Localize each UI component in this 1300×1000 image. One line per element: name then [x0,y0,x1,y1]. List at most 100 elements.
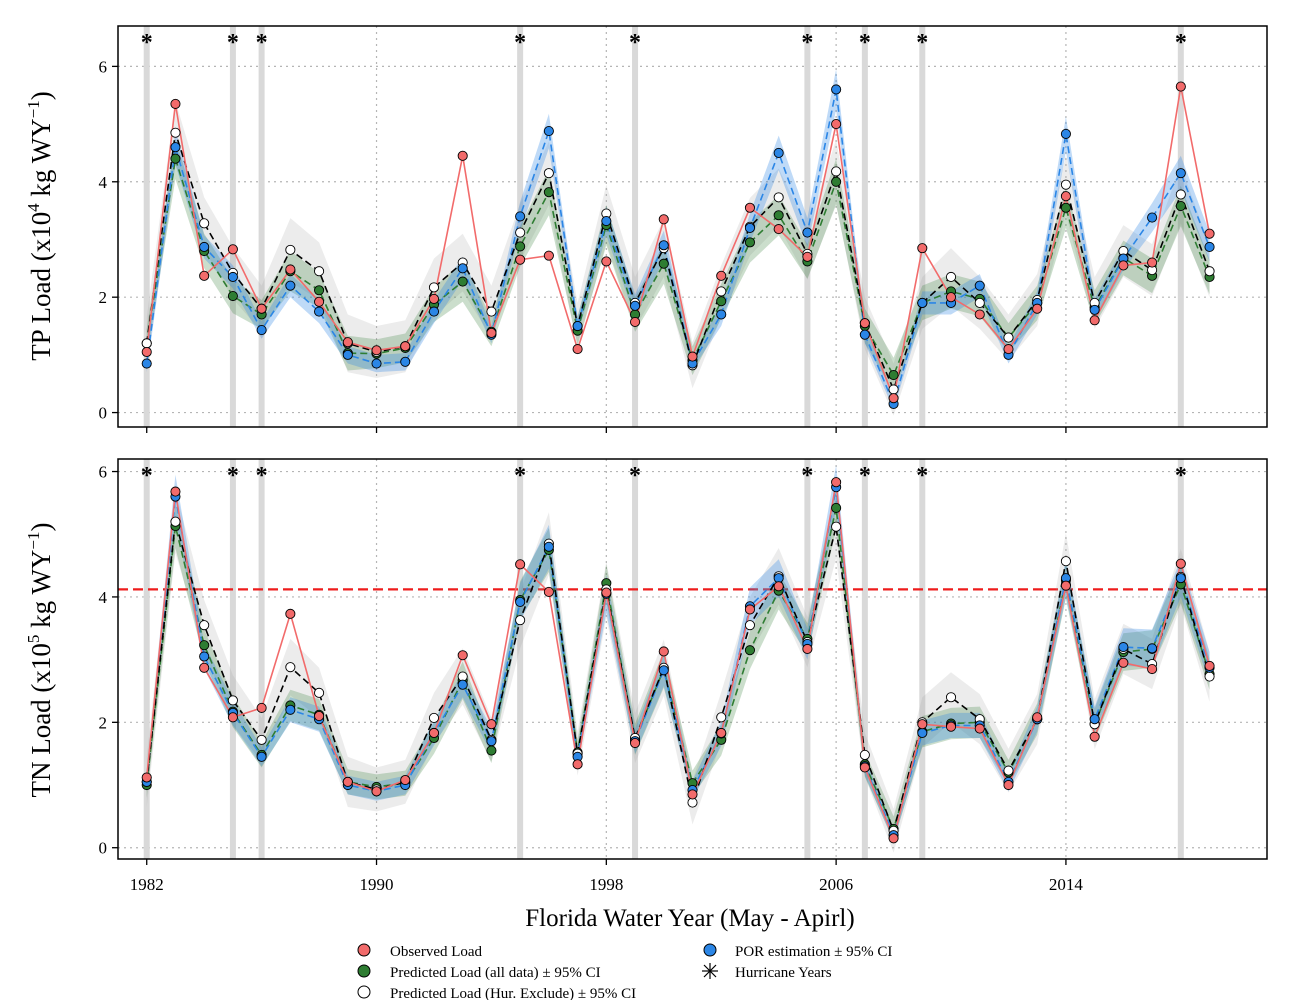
point-observed [687,351,698,362]
point-hurExclude [428,282,440,293]
point-hurExclude [1204,266,1215,277]
hurricane-band [143,26,150,427]
plot-frame [117,458,1268,860]
hurricane-band [919,459,926,859]
point-hurExclude [773,192,784,203]
point-observed [428,727,440,739]
point-por [486,736,497,747]
point-por [658,240,669,251]
point-allData [457,276,468,287]
point-observed [227,712,238,723]
y-tick-label: 4 [99,588,108,607]
point-observed [141,346,152,358]
point-observed [1175,558,1186,569]
point-observed [543,250,554,261]
hurricane-band [517,459,524,859]
point-observed [1003,779,1014,791]
point-observed [1204,228,1215,239]
point-observed [371,786,382,797]
point-observed [831,119,842,130]
point-observed [515,254,526,265]
point-por [744,222,756,233]
point-allData [199,640,210,651]
point-observed [400,341,411,352]
point-observed [457,650,468,661]
point-por [199,241,210,253]
point-hurExclude [744,620,756,631]
hurricane-band [143,459,150,859]
point-observed [1089,315,1100,326]
legend-item-por: POR estimation ± 95% CI [703,943,892,960]
point-hurExclude [1060,179,1071,190]
point-hurExclude [1060,556,1071,567]
legend-label-hur-exclude: Predicted Load (Hur. Exclude) ± 95% CI [390,986,636,1000]
hurricane-star: * [514,30,526,56]
point-por [773,147,784,158]
point-hurExclude [543,168,554,179]
point-por [1147,212,1158,223]
point-observed [457,150,468,161]
point-observed [945,292,957,303]
series-line-observed [145,86,1211,402]
point-observed [831,477,842,488]
hurricane-band [804,26,811,427]
hurricane-band [861,459,868,859]
point-observed [601,256,612,267]
point-hurExclude [1175,189,1186,200]
hurricane-star: * [1175,463,1187,489]
y-axis-label-close: ) [26,522,56,531]
point-por [199,651,210,662]
point-hurExclude [888,384,899,395]
y-tick-label: 6 [99,463,108,482]
point-observed [256,702,267,713]
hurricane-star: * [801,463,813,489]
point-observed [802,251,813,262]
point-hurExclude [486,306,497,317]
point-observed [1204,660,1215,671]
point-observed [285,264,296,275]
x-tick-label: 2006 [819,875,853,894]
point-hurExclude [945,271,957,283]
point-por [400,356,411,367]
point-observed [227,244,238,255]
ci-ribbons [146,69,1210,416]
hurricane-star: * [629,463,641,489]
hurricane-star: * [916,463,928,489]
point-hurExclude [1003,765,1014,776]
point-observed [572,759,583,770]
hurricane-star: * [141,30,153,56]
legend-swatch-all-data [357,964,371,978]
point-hurExclude [170,516,181,527]
hurricane-markers: * * * * * * * * * [141,30,1187,56]
hurricane-band [517,26,524,427]
point-por [917,727,928,739]
point-allData [543,187,554,198]
point-observed [199,662,210,673]
legend-label-all-data: Predicted Load (all data) ± 95% CI [390,965,601,981]
point-allData [515,241,526,252]
point-observed [802,643,813,655]
point-observed [1118,657,1129,668]
x-tick-label: 1982 [130,875,164,894]
point-allData [744,237,756,248]
hurricane-star: * [916,30,928,56]
point-observed [773,224,784,235]
point-hurExclude [227,695,238,706]
series-lines [145,482,1211,841]
point-hurExclude [716,286,727,297]
point-observed [716,727,727,739]
plot-frame [117,25,1268,428]
series-points [141,81,1215,409]
point-por [285,280,296,291]
point-observed [371,345,382,356]
point-hurExclude [831,166,842,177]
point-allData [314,285,325,296]
point-observed [630,737,641,749]
point-por [371,358,382,369]
point-hurExclude [314,266,325,277]
y-axis-label-main: TN Load (x10 [26,643,56,797]
series-line-hurExclude [145,132,1211,392]
point-hurExclude [199,218,210,229]
legend-label-por: POR estimation ± 95% CI [735,944,892,960]
